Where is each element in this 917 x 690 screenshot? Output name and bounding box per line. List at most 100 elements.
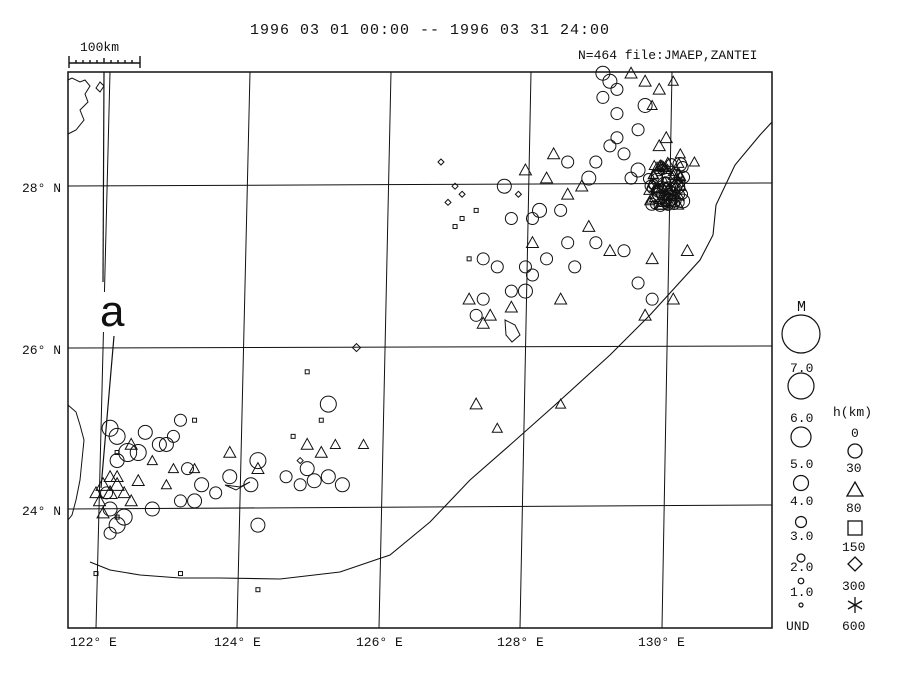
- event-circle: [589, 236, 603, 250]
- event-square: [93, 571, 99, 577]
- lat-labels: 28° N 26° N 24° N: [22, 181, 61, 519]
- event-square: [452, 224, 458, 230]
- graticule: [67, 71, 773, 629]
- event-circle: [102, 501, 118, 517]
- event-circle: [103, 526, 117, 540]
- event-triangle: [553, 292, 568, 305]
- event-triangle: [103, 469, 117, 483]
- event-triangle: [124, 437, 139, 450]
- event-markers: [89, 65, 701, 593]
- event-circle: [299, 461, 315, 477]
- event-triangle: [560, 187, 575, 200]
- circle-icon: [847, 443, 863, 459]
- event-triangle: [638, 74, 652, 87]
- event-triangle: [357, 438, 370, 449]
- coastlines: [67, 77, 521, 521]
- event-circle: [166, 429, 180, 443]
- lon-label: 122° E: [70, 635, 117, 650]
- depth-label: 150: [842, 540, 865, 555]
- event-diamond: [451, 182, 459, 190]
- event-circle: [173, 413, 187, 427]
- event-triangle: [643, 194, 656, 206]
- event-circle: [334, 477, 350, 493]
- event-triangle: [656, 159, 668, 170]
- lon-labels: 122° E 124° E 126° E 128° E 130° E: [70, 635, 685, 650]
- event-triangle: [504, 300, 519, 313]
- asterisk-icon: [847, 597, 863, 613]
- event-circle: [525, 211, 539, 225]
- event-triangle: [673, 190, 686, 201]
- event-triangle: [667, 75, 680, 86]
- depth-symbols: [845, 443, 865, 613]
- event-triangle: [546, 146, 561, 160]
- event-circle: [532, 202, 548, 218]
- event-circle: [129, 444, 147, 462]
- triangle-icon: [845, 480, 865, 497]
- event-circle: [108, 427, 126, 445]
- event-square: [459, 215, 465, 221]
- event-diamond: [514, 190, 523, 198]
- event-triangle: [646, 99, 659, 110]
- event-square: [466, 256, 472, 262]
- event-triangle: [539, 171, 554, 184]
- annotation-a: a: [96, 71, 134, 489]
- scale-bar: [68, 56, 141, 68]
- event-triangle: [554, 398, 567, 409]
- event-circle: [319, 395, 337, 413]
- event-triangle: [117, 485, 132, 499]
- event-triangle: [92, 493, 107, 507]
- magnitude-label: 4.0: [790, 494, 813, 509]
- diamond-icon: [847, 556, 863, 572]
- event-triangle: [624, 66, 638, 79]
- lon-label: 124° E: [214, 635, 261, 650]
- dataset-info: N=464 file:JMAEP,ZANTEI: [578, 48, 758, 63]
- event-triangle: [655, 184, 667, 196]
- event-circle: [561, 155, 575, 169]
- depth-legend: h(km) 0 30 80 150 300 600: [833, 405, 872, 634]
- scale-bar-label: 100km: [80, 40, 120, 55]
- event-circle: [320, 469, 336, 485]
- event-circle: [665, 184, 676, 195]
- event-diamond: [437, 158, 445, 166]
- event-circle: [637, 98, 653, 113]
- event-triangle: [110, 469, 124, 483]
- event-circle: [581, 170, 597, 186]
- trench-line: [89, 121, 773, 580]
- event-triangle: [652, 138, 667, 152]
- event-circle: [595, 65, 611, 81]
- event-triangle: [672, 199, 685, 210]
- event-circle: [589, 155, 603, 169]
- event-square: [114, 514, 120, 520]
- event-triangle: [666, 292, 681, 305]
- event-circle: [672, 156, 688, 172]
- event-circle: [181, 462, 195, 476]
- event-triangle: [131, 473, 146, 487]
- event-circle: [631, 123, 645, 137]
- magnitude-legend-title: M: [797, 299, 806, 316]
- event-circle: [158, 436, 174, 452]
- event-circle: [476, 292, 490, 306]
- square-icon: [847, 520, 863, 536]
- event-triangle: [645, 193, 658, 204]
- event-triangle: [491, 422, 504, 433]
- event-triangle: [574, 179, 589, 192]
- event-triangle: [688, 155, 701, 167]
- event-square: [192, 417, 198, 423]
- event-triangle: [160, 478, 173, 490]
- event-circle: [644, 179, 657, 192]
- event-circle: [173, 494, 187, 508]
- event-triangle: [657, 160, 670, 172]
- event-circle: [187, 493, 203, 509]
- event-triangle: [188, 462, 201, 474]
- event-circle: [610, 107, 624, 121]
- event-circle: [137, 424, 153, 440]
- event-circle: [109, 453, 125, 469]
- event-triangle: [667, 165, 680, 176]
- lat-label: 26° N: [22, 343, 61, 358]
- event-triangle: [648, 159, 661, 171]
- event-circle: [293, 478, 307, 492]
- event-triangle: [89, 485, 103, 499]
- magnitude-labels: 7.0 6.0 5.0 4.0 3.0 2.0 1.0 UND: [786, 361, 813, 634]
- magnitude-label: 6.0: [790, 411, 813, 426]
